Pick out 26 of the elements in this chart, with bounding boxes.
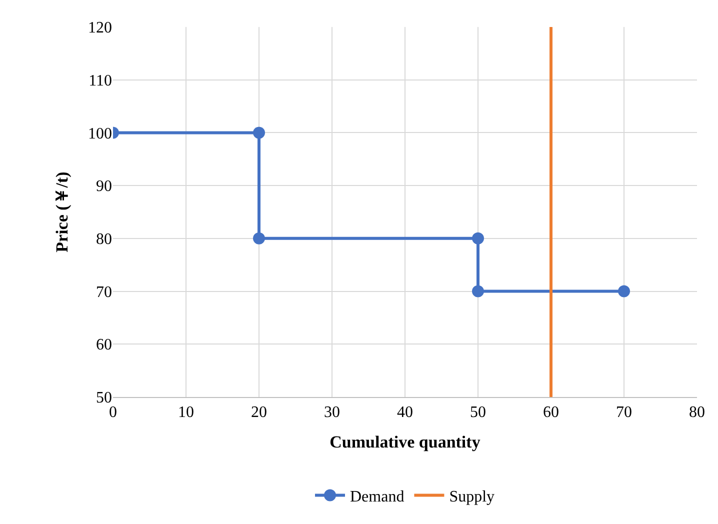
y-tick-label: 120 [88, 20, 112, 37]
legend-label: Demand [350, 488, 404, 506]
x-tick-label: 80 [689, 404, 705, 422]
y-tick-label: 80 [96, 231, 112, 248]
y-axis-title: Price (￥/t) [52, 172, 72, 252]
x-tick-label: 20 [251, 404, 267, 422]
x-tick-label: 0 [109, 404, 117, 422]
x-tick-label: 30 [324, 404, 340, 422]
y-tick-label: 60 [96, 336, 112, 354]
x-tick-label: 40 [397, 404, 413, 422]
y-tick-label: 90 [96, 178, 112, 196]
legend-label: Supply [449, 488, 495, 506]
point [472, 285, 484, 298]
point [253, 126, 265, 139]
point [472, 232, 484, 244]
y-tick-label: 70 [96, 284, 112, 301]
x-tick-label: 70 [616, 404, 632, 422]
x-tick-label: 60 [543, 404, 559, 422]
x-tick-label: 10 [178, 404, 194, 422]
y-tick-label: 110 [88, 72, 112, 90]
x-axis-title: Cumulative quantity [330, 432, 481, 452]
y-tick-label: 100 [88, 125, 112, 142]
point [253, 232, 265, 244]
x-tick-label: 50 [470, 404, 486, 422]
y-tick-label: 50 [96, 390, 112, 407]
point [618, 285, 630, 298]
